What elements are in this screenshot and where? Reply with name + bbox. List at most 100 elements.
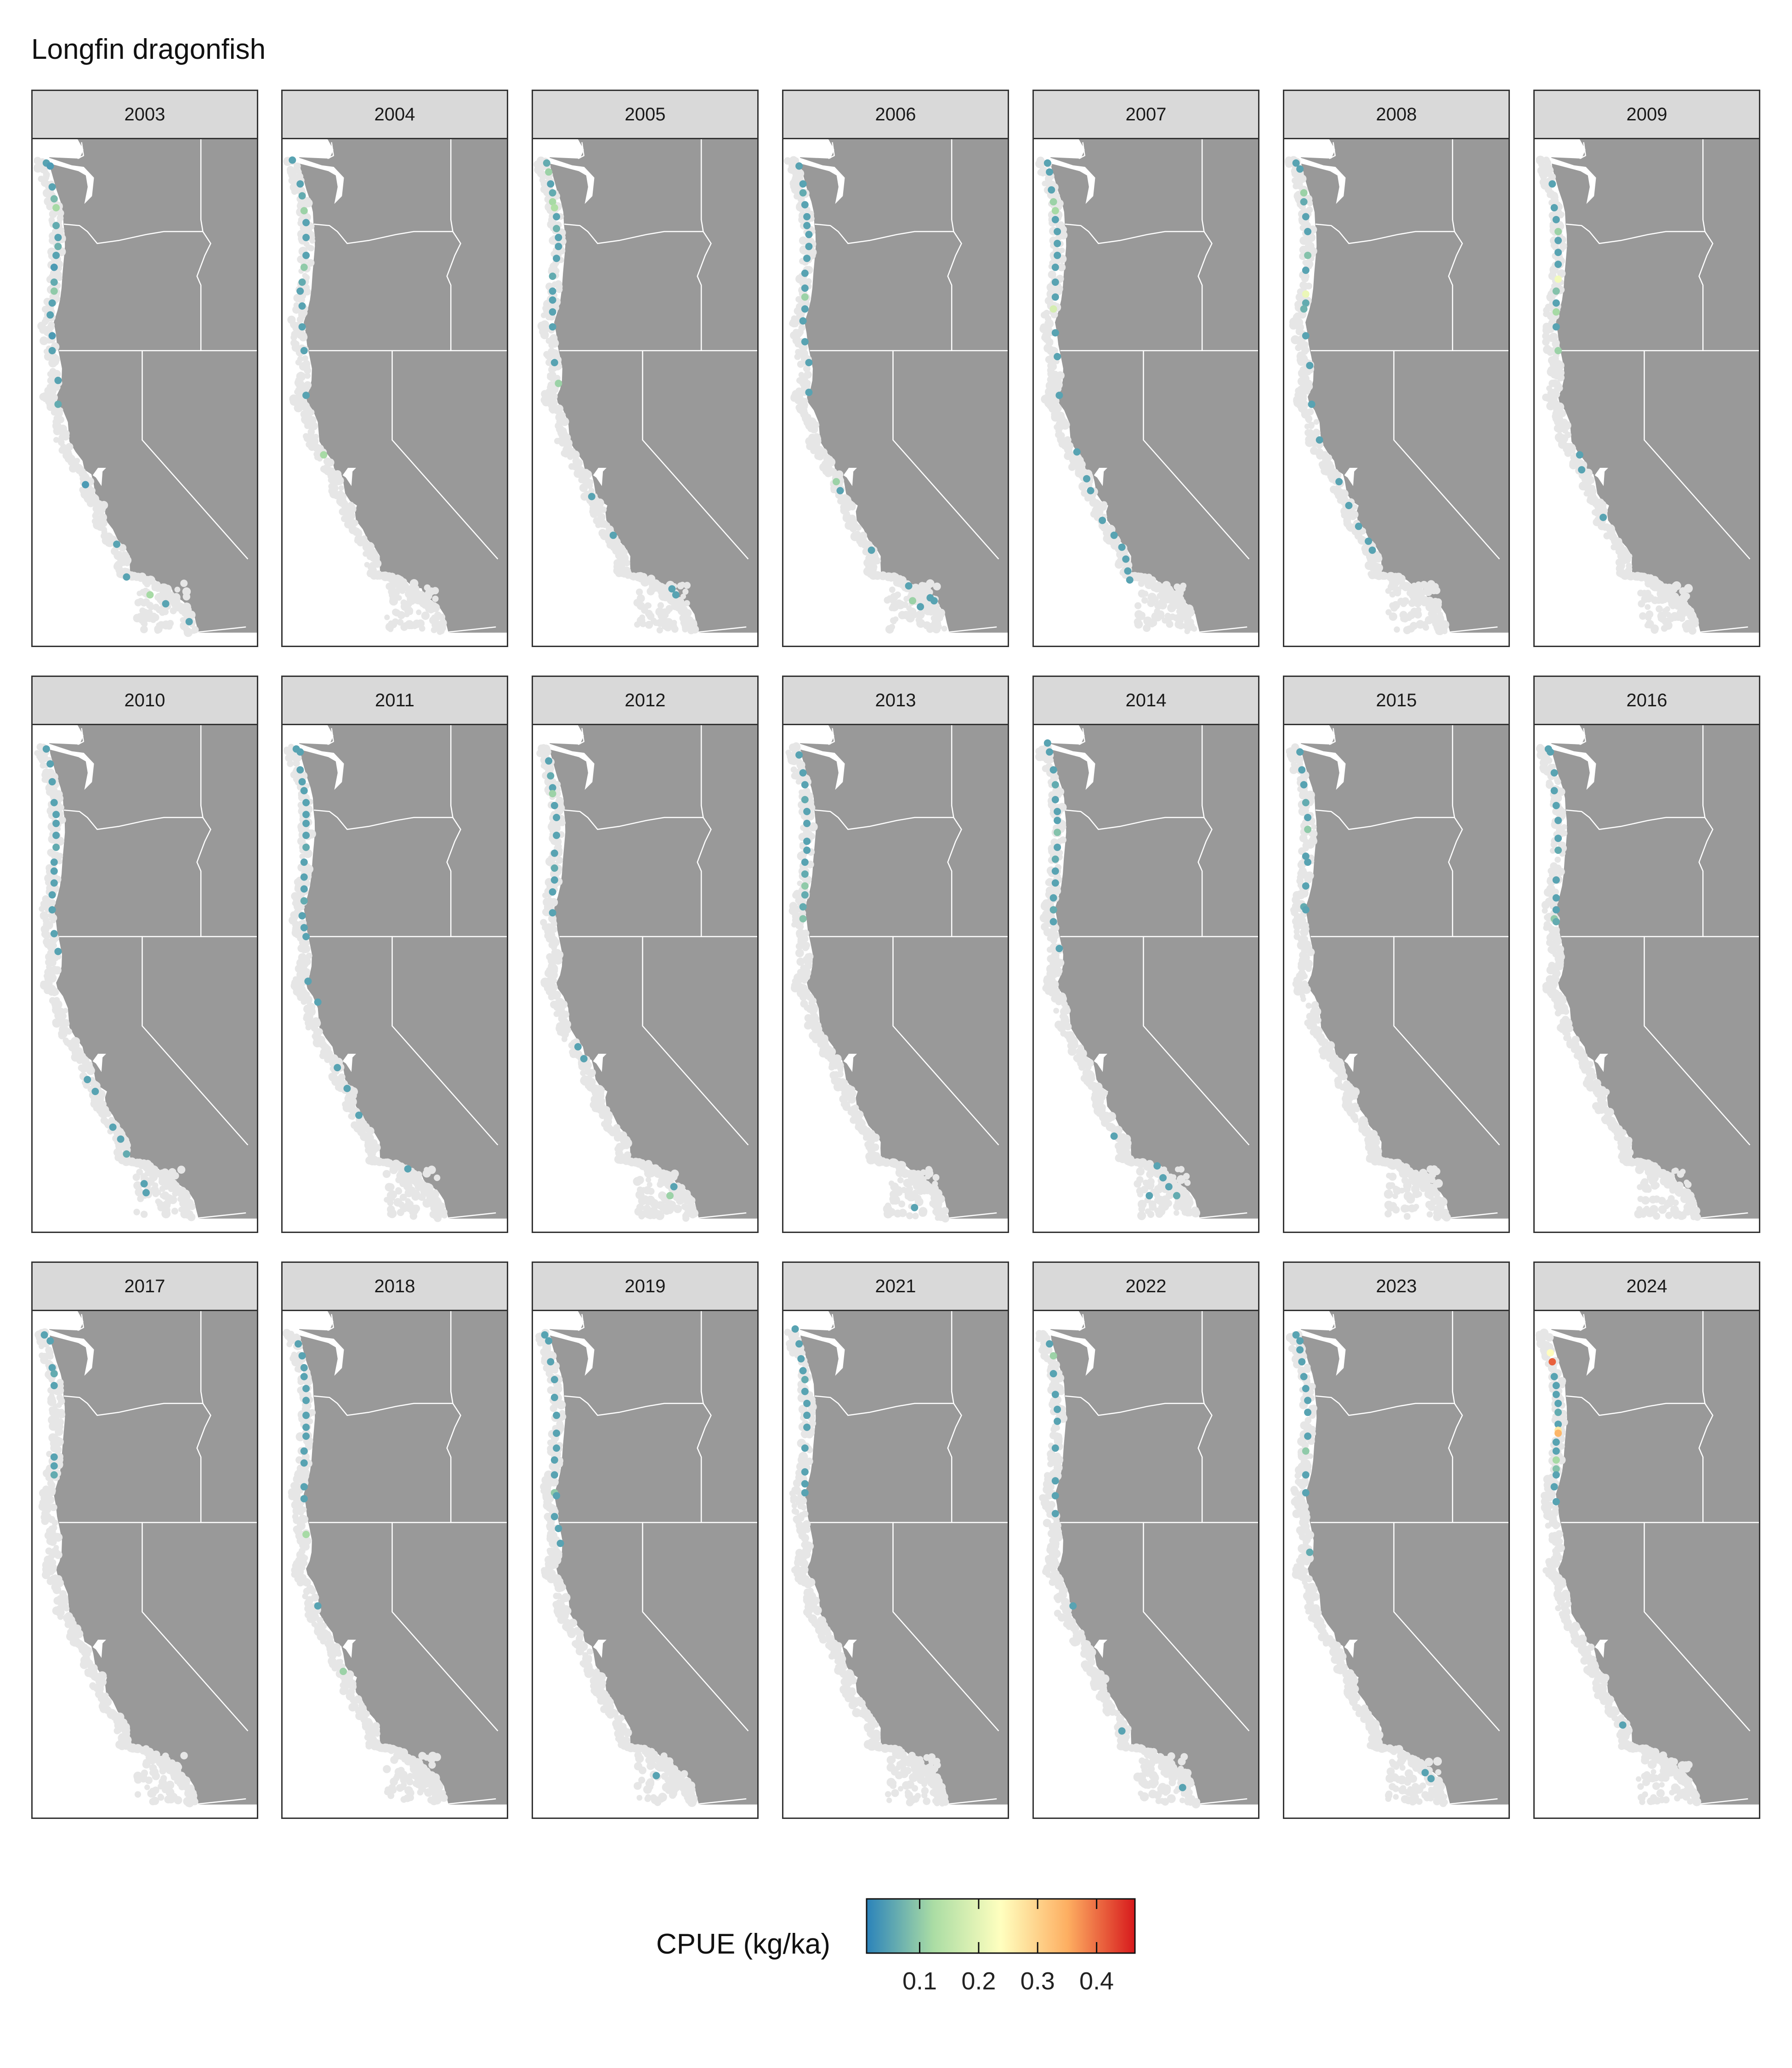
survey-haul — [1180, 582, 1187, 589]
cpue-point — [302, 933, 310, 940]
survey-footprint — [536, 744, 699, 1222]
facet-strip-label: 2012 — [532, 676, 759, 725]
survey-haul — [795, 349, 801, 355]
state-border — [1565, 139, 1706, 244]
survey-haul — [132, 1173, 140, 1181]
survey-haul — [1557, 374, 1565, 381]
cpue-point — [298, 192, 306, 200]
survey-haul — [431, 1200, 438, 1207]
cpue-points — [1043, 159, 1134, 584]
survey-haul — [50, 393, 58, 402]
cpue-point — [666, 1192, 674, 1199]
survey-haul — [1157, 592, 1163, 599]
facet-strip-label: 2005 — [532, 90, 759, 139]
survey-haul — [1115, 560, 1123, 569]
survey-haul — [397, 611, 406, 619]
survey-haul — [873, 571, 882, 580]
survey-haul — [388, 583, 396, 591]
survey-haul — [1059, 247, 1065, 253]
survey-haul — [302, 273, 308, 278]
state-border — [1448, 231, 1463, 351]
survey-haul — [800, 985, 807, 992]
survey-haul — [152, 1182, 159, 1188]
land-polygon — [299, 139, 507, 633]
survey-haul — [335, 476, 344, 485]
survey-haul — [1184, 608, 1190, 614]
state-border — [1199, 626, 1248, 633]
survey-haul — [1301, 274, 1309, 283]
cpue-point — [588, 493, 595, 500]
survey-haul — [562, 1020, 571, 1029]
survey-haul — [1138, 589, 1146, 598]
survey-haul — [918, 611, 925, 618]
cpue-point — [300, 924, 308, 932]
survey-haul — [822, 459, 831, 468]
survey-haul — [790, 766, 797, 773]
cpue-point — [50, 263, 58, 271]
cpue-point — [289, 156, 296, 164]
survey-haul — [663, 1172, 669, 1179]
cpue-point — [1054, 251, 1061, 259]
survey-haul — [537, 169, 545, 178]
cpue-point — [553, 225, 561, 233]
survey-haul — [165, 623, 173, 630]
cpue-point — [1087, 487, 1094, 494]
survey-haul — [861, 541, 869, 549]
survey-haul — [1440, 620, 1450, 630]
state-border — [142, 351, 249, 560]
survey-haul — [1306, 242, 1312, 248]
survey-haul — [867, 570, 873, 577]
cpue-point — [296, 287, 304, 295]
survey-haul — [678, 1184, 686, 1192]
survey-haul — [789, 907, 798, 915]
cpue-point — [46, 760, 54, 768]
survey-haul — [1559, 410, 1566, 417]
survey-haul — [329, 1058, 337, 1066]
cpue-point — [550, 359, 558, 366]
survey-haul — [1299, 236, 1308, 245]
survey-haul — [424, 1189, 432, 1198]
survey-haul — [300, 402, 308, 410]
cpue-point — [547, 772, 555, 780]
state-border — [1143, 351, 1250, 560]
survey-haul — [182, 593, 191, 601]
state-border — [892, 351, 999, 560]
survey-haul — [1327, 472, 1336, 480]
survey-haul — [422, 1199, 432, 1208]
survey-haul — [1174, 588, 1184, 598]
survey-haul — [46, 788, 54, 796]
survey-haul — [796, 761, 805, 770]
survey-haul — [427, 1165, 436, 1174]
puget-sound — [549, 743, 595, 790]
survey-haul — [42, 917, 50, 924]
cpue-point — [302, 251, 310, 259]
cpue-point — [1122, 555, 1130, 563]
survey-haul — [1672, 581, 1681, 591]
state-border — [642, 937, 749, 1146]
survey-haul — [119, 544, 127, 552]
survey-haul — [180, 579, 188, 587]
survey-haul — [40, 336, 49, 345]
survey-haul — [178, 1207, 184, 1212]
cpue-point — [300, 858, 308, 866]
survey-haul — [1166, 620, 1174, 628]
survey-haul — [1071, 460, 1080, 468]
survey-haul — [1548, 380, 1556, 387]
cpue-point — [555, 380, 562, 387]
state-border — [1698, 231, 1713, 351]
survey-haul — [1645, 610, 1654, 619]
survey-haul — [545, 359, 553, 366]
cpue-point — [909, 597, 917, 605]
cpue-point — [52, 831, 60, 839]
cpue-point — [54, 243, 62, 250]
survey-haul — [1542, 168, 1551, 177]
survey-haul — [66, 443, 73, 450]
cpue-point — [1355, 523, 1362, 530]
cpue-point — [302, 799, 310, 807]
survey-haul — [1437, 611, 1443, 617]
survey-haul — [1656, 605, 1663, 613]
survey-haul — [1649, 582, 1655, 588]
survey-haul — [396, 595, 402, 601]
survey-haul — [795, 986, 802, 992]
cpue-point — [50, 930, 58, 937]
